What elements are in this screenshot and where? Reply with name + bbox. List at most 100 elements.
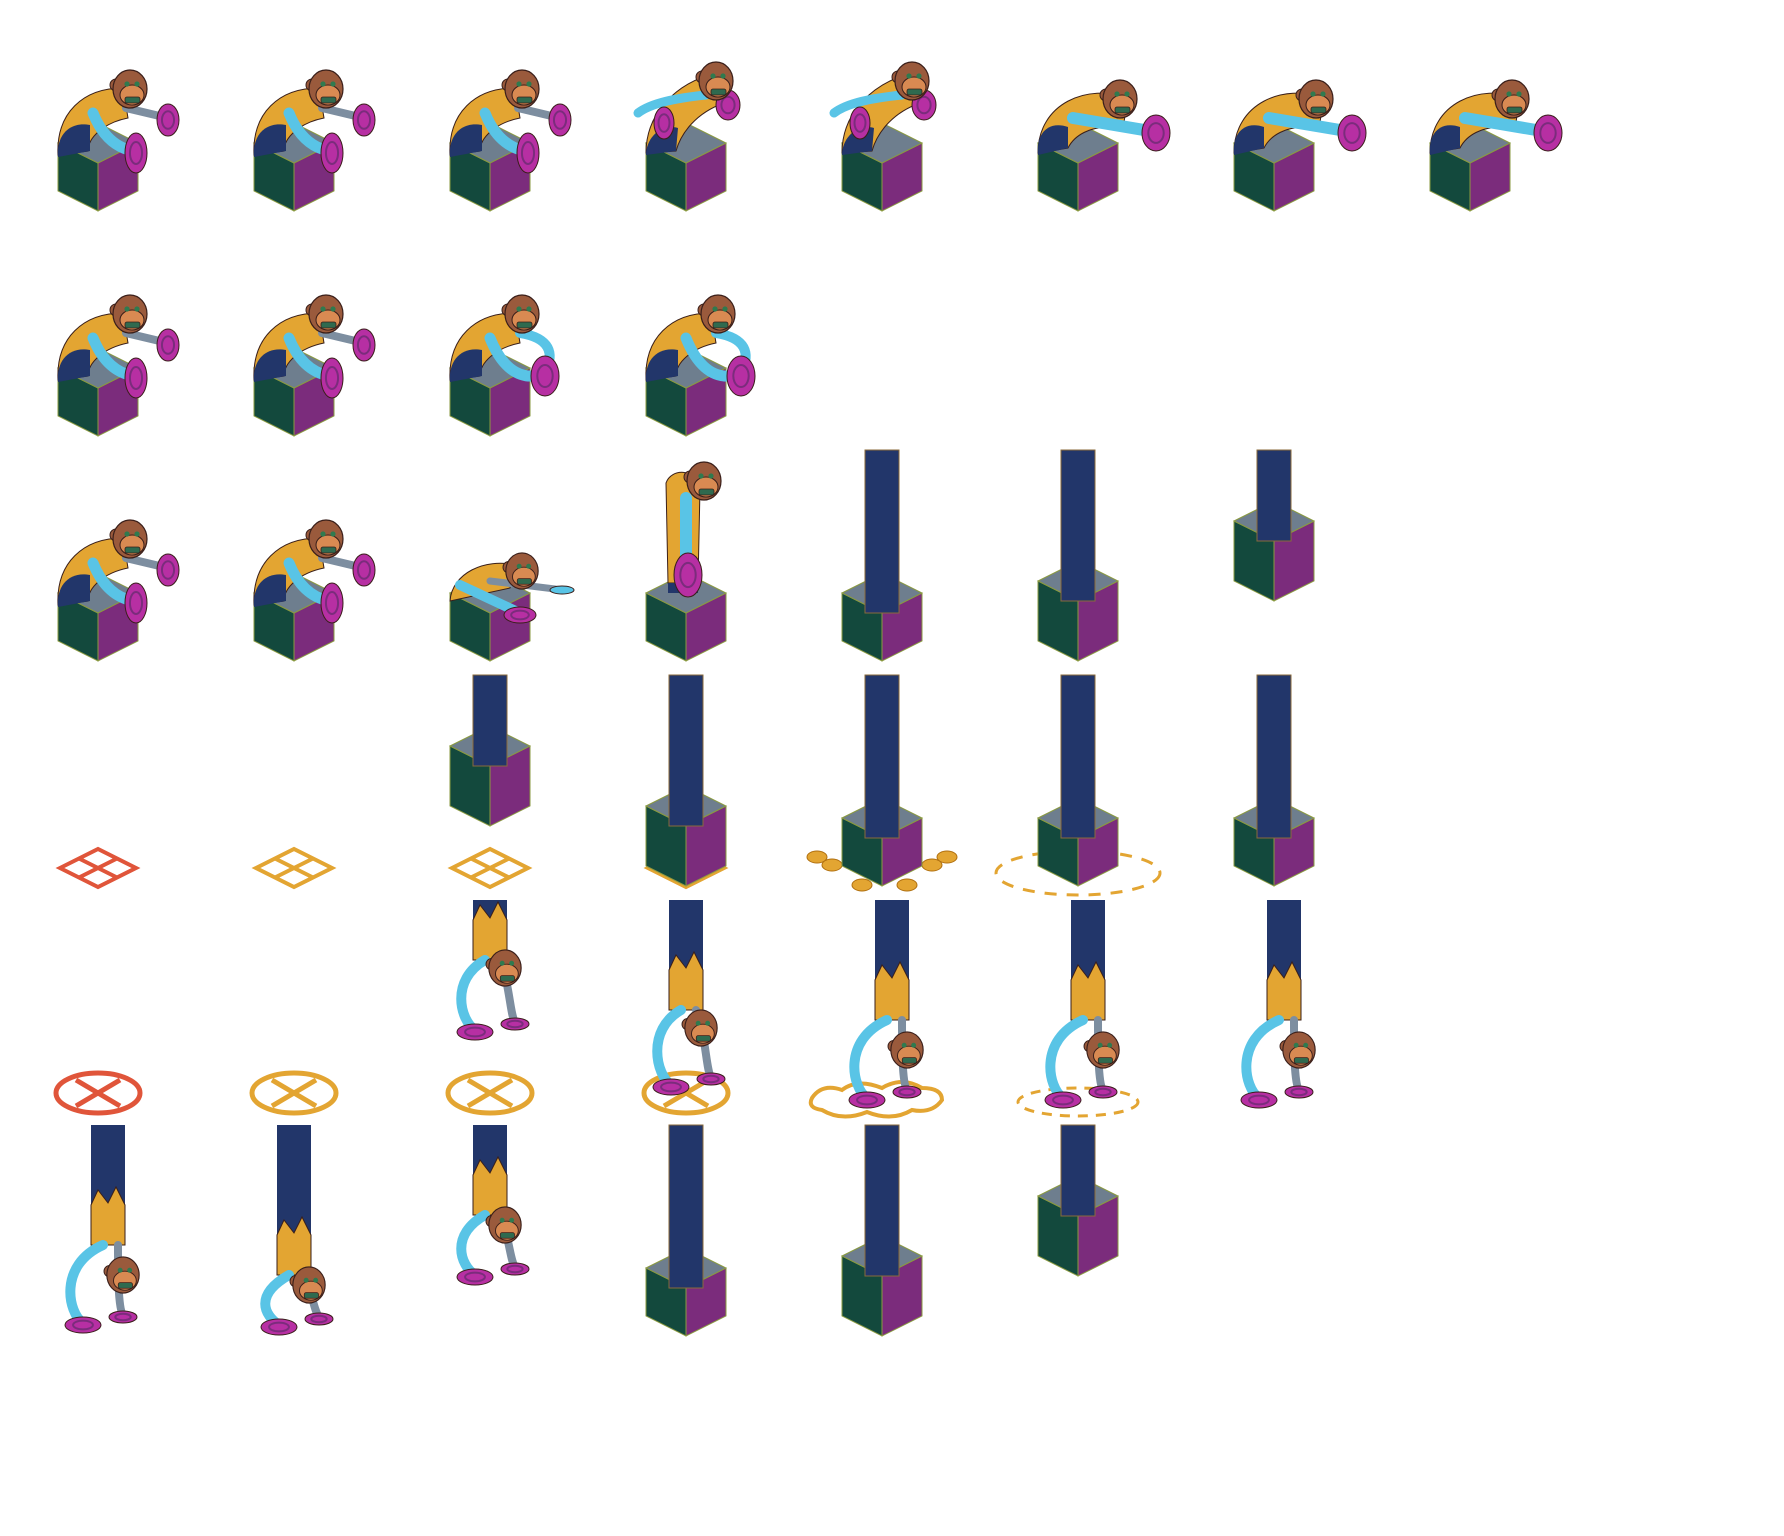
sprite-box-monkey [56,69,180,212]
crate [840,122,924,212]
hanging-monkey [64,1125,140,1334]
monkey-head [1083,1031,1120,1069]
sprite-box-monkey [448,552,575,662]
monkey-head [1279,1031,1316,1069]
cymbal-right [548,103,572,137]
cymbal-left [1240,1091,1278,1109]
cymbal [673,552,703,598]
drop-marker-square [447,846,533,890]
pole [864,449,900,614]
hanging-monkey [808,900,945,1119]
sprite-box-monkey [1036,79,1171,212]
impact-splash [808,1080,945,1119]
pole [668,1124,704,1289]
pole [472,674,508,767]
monkey-head [109,294,148,334]
cymbal-right [696,1072,726,1086]
sprite-box-pole [1232,674,1316,887]
cymbal-monkey [253,69,376,174]
cymbal-monkey [449,69,572,174]
sprite-box-monkey [644,461,728,662]
cymbal-monkey [57,294,180,399]
cymbal-monkey [57,69,180,174]
cymbal-monkey [1233,79,1367,155]
sprite-box-monkey [252,69,376,212]
sprite-frame [980,449,1176,706]
sprite-hang-monkey [260,1125,334,1336]
cymbal [503,606,537,624]
sprite-box-monkey [56,519,180,662]
pole [1256,449,1292,542]
sprite-frame [0,900,196,1156]
sprite-frame [1176,0,1372,256]
cymbal-left [456,1023,494,1041]
sprite-box-pole [840,1124,924,1337]
monkey-head [683,461,722,501]
cymbal-right [352,103,376,137]
sprite-frame [784,674,980,931]
drop-marker-square [55,846,141,890]
pole [1060,1124,1096,1217]
sprite-frame [196,1125,392,1381]
monkey-head [305,519,344,559]
sprite-marker-ring [249,1070,339,1116]
monkey-head [485,949,522,987]
cymbal-right [304,1312,334,1326]
drop-marker-square [251,846,337,890]
cymbal-pair [726,355,756,397]
sprite-box-monkey [56,294,180,437]
cymbal-monkey [1037,79,1171,155]
cymbal-monkey [633,61,741,155]
sprite-frame [0,675,196,931]
pole [1060,449,1096,602]
cymbal-right [156,328,180,362]
impact-splash [806,850,958,892]
monkey-head [109,519,148,559]
cymbal-monkey [253,294,376,399]
sprite-box-pole [806,674,958,892]
sprite-box-monkey [1232,79,1367,212]
sprite-box-pole [447,674,533,890]
sprite-frame [392,674,588,931]
cymbal-right [352,328,376,362]
sprite-box-monkey [633,61,741,212]
monkey-head [305,69,344,109]
cymbal-pair [1337,114,1367,152]
hanging-monkey [1240,900,1316,1109]
sprite-frame [0,225,196,481]
sprite-frame [588,900,784,1156]
cymbal-left [320,132,344,174]
sprite-frame [588,1124,784,1381]
cymbal-left [653,106,675,140]
cymbal-monkey [57,519,180,624]
sprite-frame [392,1125,588,1381]
monkey-head [681,1009,718,1047]
sprite-frame [980,1124,1176,1381]
monkey-head [1491,79,1530,119]
sprite-frame [392,225,588,481]
cymbal-monkey [449,552,575,624]
cymbal-left [848,1091,886,1109]
sprite-box-monkey [448,294,560,437]
monkey-head [502,552,539,590]
sprite-frame [784,1124,980,1381]
cymbal-left [124,132,148,174]
cymbal-left [124,357,148,399]
cymbal-pair [1533,114,1563,152]
cymbal-right [108,1310,138,1324]
sprite-frame [784,449,980,706]
sprite-hang-monkey [456,1125,530,1286]
sprite-marker-square [55,846,141,890]
sprite-frame [1176,449,1372,706]
hanging-monkey [652,900,726,1096]
cymbal-left [1044,1091,1082,1109]
monkey-head [697,294,736,334]
sprite-frame [196,225,392,481]
cymbal-left [64,1316,102,1334]
hanging-monkey [1016,900,1140,1118]
drop-marker-ring [53,1070,143,1116]
monkey-head [305,294,344,334]
monkey-head [887,1031,924,1069]
sprite-frame [1176,900,1372,1156]
cymbal-right [156,553,180,587]
